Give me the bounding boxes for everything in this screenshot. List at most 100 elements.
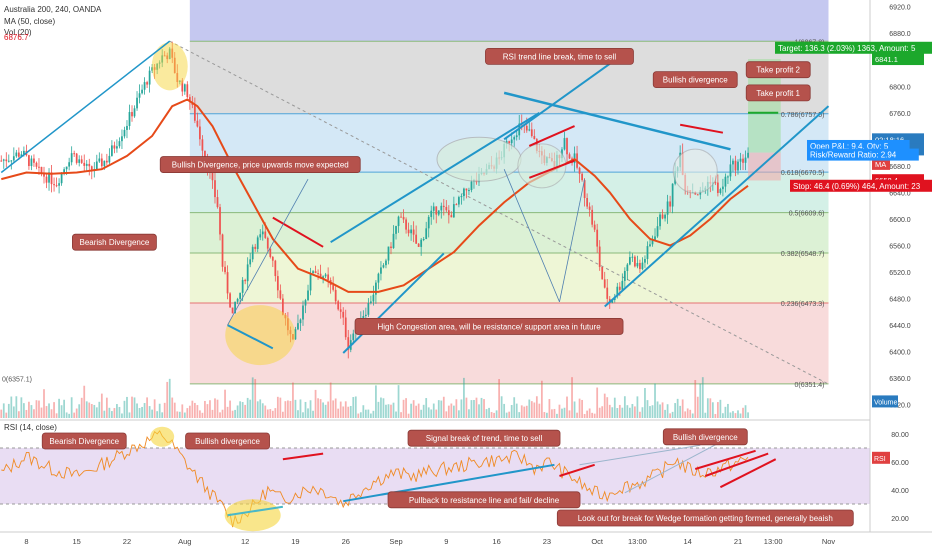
candle-body — [58, 183, 60, 186]
rsi-trend — [343, 463, 555, 503]
volume-bar — [385, 404, 387, 418]
candle-body — [425, 228, 428, 240]
candle-body — [221, 234, 224, 267]
volume-bar — [221, 409, 224, 418]
rsi-title: RSI (14, close) — [4, 423, 57, 432]
candle-body — [244, 279, 247, 282]
time-tick-label: 14 — [684, 537, 692, 546]
callout-main-1: Bullish Divergence, price upwards move e… — [172, 161, 349, 170]
candle-body — [12, 156, 15, 161]
volume-bar — [603, 393, 606, 418]
candle-body — [392, 233, 395, 249]
volume-bar — [709, 398, 712, 418]
candle-body — [146, 82, 148, 85]
rsi-red-3 — [719, 458, 777, 489]
fib-level-label: 0.618(6670.5) — [781, 170, 825, 177]
candle-body — [302, 305, 304, 320]
volume-bar — [606, 397, 609, 418]
time-tick-label: 16 — [492, 537, 500, 546]
volume-bar — [70, 397, 73, 418]
volume-bar — [339, 401, 342, 418]
price-tick-label: 6400.0 — [889, 350, 911, 357]
candle-body — [437, 210, 440, 215]
candle-body — [133, 108, 136, 117]
volume-bar — [20, 397, 23, 418]
rsi-tick-label: 20.00 — [891, 516, 909, 523]
candle-body — [412, 229, 415, 235]
volume-bar — [337, 408, 340, 418]
volume-bar — [73, 412, 76, 418]
moving-average-layer — [1, 98, 749, 293]
candle-body — [452, 204, 455, 218]
volume-bar — [327, 401, 330, 418]
volume-bar — [173, 402, 176, 418]
volume-bar — [319, 399, 322, 418]
candle-body — [747, 152, 749, 158]
volume-bar — [634, 406, 636, 418]
volume-bar — [126, 396, 128, 418]
volume-bar — [259, 399, 262, 418]
candle-body — [435, 206, 438, 215]
volume-bar — [714, 413, 717, 418]
callout-main-3: Bullish divergence — [663, 76, 728, 85]
candle-body — [2, 159, 5, 161]
volume-bar — [241, 402, 244, 418]
volume-bar — [671, 411, 674, 418]
volume-bar — [75, 408, 78, 418]
candle-body — [264, 231, 267, 238]
callout-main-4: Take profit 2 — [756, 66, 800, 75]
candle-body — [533, 136, 536, 140]
candle-body — [224, 266, 226, 273]
volume-bar — [636, 396, 639, 418]
time-tick-label: 26 — [342, 537, 350, 546]
candle-body — [317, 273, 319, 275]
candle-body — [601, 266, 604, 280]
candle-body — [515, 135, 518, 138]
candle-body — [73, 153, 76, 155]
volume-bar — [669, 413, 671, 418]
candle-body — [327, 274, 330, 281]
volume-bar — [395, 411, 397, 418]
volume-bar — [33, 409, 35, 418]
candle-body — [7, 160, 10, 162]
volume-bar — [30, 405, 33, 418]
volume-bar — [2, 403, 5, 418]
volume-bar — [121, 413, 123, 418]
volume-bar — [314, 389, 317, 418]
candle-body — [236, 298, 239, 302]
candle-body — [23, 150, 25, 155]
candle-body — [256, 237, 259, 249]
volume-bar — [737, 410, 739, 418]
volume-bar — [289, 400, 292, 418]
volume-bar — [309, 400, 312, 418]
volume-bar — [367, 409, 370, 418]
candle-body — [28, 155, 30, 167]
candle-body — [186, 84, 189, 98]
time-tick-label: 23 — [543, 537, 551, 546]
volume-bar — [400, 412, 402, 418]
callout-main-6-bg — [354, 318, 624, 335]
candle-body — [90, 166, 93, 171]
time-tick-label: Sep — [389, 537, 402, 546]
volume-bar — [495, 410, 498, 418]
position-open-pl: Open P&L: 9.4, Qty: 5 — [810, 142, 889, 151]
price-tick-label: 6440.0 — [889, 323, 911, 330]
candle-body — [739, 158, 742, 162]
volume-bar — [445, 411, 448, 418]
volume-bar — [58, 398, 60, 418]
candle-body — [402, 216, 405, 220]
candle-body — [440, 205, 443, 211]
candle-body — [48, 172, 50, 183]
volume-bar — [279, 397, 282, 418]
volume-bar — [90, 404, 93, 418]
callout-rsi-1: Bullish divergence — [195, 437, 260, 446]
price-tick-label: 6920.0 — [889, 5, 911, 12]
volume-bar — [676, 398, 679, 418]
candle-body — [55, 185, 58, 187]
candle-body — [100, 158, 103, 167]
callout-main-4-bg — [745, 61, 811, 79]
time-tick-label: 19 — [291, 537, 299, 546]
volume-bar — [694, 380, 697, 418]
volume-bar — [561, 408, 563, 418]
